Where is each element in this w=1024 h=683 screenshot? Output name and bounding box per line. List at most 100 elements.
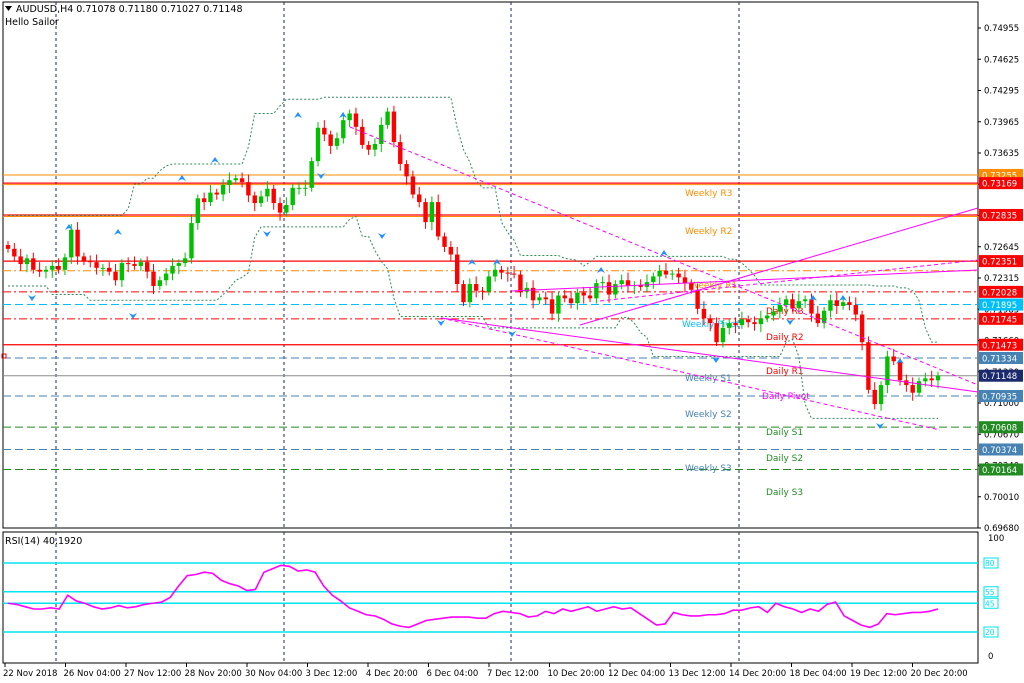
candle-body [37,269,42,272]
fractal-arrow [65,224,73,230]
candle-body [334,138,340,146]
candle-body [486,276,492,292]
price-tag-bg [979,352,1023,365]
candle-body [606,282,612,295]
candle-body [473,284,479,291]
price-tag-bg [979,390,1023,403]
candle-body [670,273,675,275]
fractal-arrow [294,112,302,118]
candle-body [252,195,257,204]
pivot-label: Daily S2 [766,454,803,464]
candle-body [885,356,890,386]
candle-body [537,297,542,301]
main-chart-frame [2,1,979,529]
fractal-arrow [129,313,137,319]
candle-body [12,248,17,257]
candle-body [81,256,87,262]
candle-body [341,120,346,139]
candle-body [144,262,150,272]
price-tag-text: 0.71334 [982,355,1017,365]
candle-body [657,270,662,277]
price-tag-bg [979,443,1023,456]
fractal-arrow [712,357,720,363]
pivot-label: Daily S1 [766,428,803,438]
candle-body [398,142,403,164]
candle-body [5,244,11,249]
candle-body [904,380,909,386]
pivot-label: Weekly R2 [685,227,732,237]
time-axis-label: 12 Dec 04:00 [608,669,665,679]
price-tag-text: 0.71473 [982,341,1017,351]
candle-body [62,257,68,270]
candle-body [151,271,156,286]
time-axis-label: 3 Dec 12:00 [306,669,358,679]
candle-body [815,313,820,324]
candle-body [429,202,435,223]
fractal-arrow [508,331,516,337]
candle-body [328,134,333,146]
candle-body [442,236,447,247]
candle-body [752,322,757,325]
candle-body [50,265,55,270]
candle-body [575,292,580,304]
candle-body [88,261,93,263]
price-axis-label: 0.74625 [984,55,1019,65]
candle-body [783,299,789,306]
candle-body [524,287,529,292]
pivot-label: Weekly S1 [685,374,732,384]
candle-body [562,295,567,299]
fractal-arrow [896,358,904,364]
candle-body [511,273,517,275]
candle-body [100,267,106,269]
price-tag-bg [979,312,1023,325]
candle-body [379,124,384,144]
candle-body [834,300,839,306]
pivot-label: Daily R3 [766,307,804,317]
price-axis-label: 0.70670 [984,430,1019,440]
candle-body [625,280,631,286]
candle-body [746,319,751,323]
fractal-arrow [317,173,325,179]
candle-body [878,385,884,405]
candle-body [372,143,378,150]
price-tag-text: 0.72835 [982,211,1017,221]
candle-body [935,375,941,381]
candle-body [809,299,814,314]
candle-body [75,229,80,257]
candle-body [195,198,200,224]
candle-body [163,273,169,281]
fractal-arrow [493,259,501,265]
candle-body [796,301,802,308]
fractal-arrow [263,231,271,237]
candle-body [872,389,877,405]
candle-body [24,258,30,265]
candle-body [227,180,232,185]
price-axis-label: 0.70010 [984,493,1019,503]
candle-body [404,163,409,177]
price-tag-text: 0.71148 [982,372,1017,382]
trendline [599,259,979,302]
trendline [440,317,941,431]
candle-body [208,192,213,203]
candle-body [138,262,144,266]
candle-body [157,280,163,286]
time-axis-label: 14 Dec 20:00 [729,669,786,679]
price-tag-bg [979,338,1023,351]
candle-body [530,287,536,301]
rsi-level-tag: 20 [985,628,995,637]
candle-body [821,310,827,324]
candle-body [18,256,23,265]
candle-body [600,282,605,284]
candle-body [113,271,118,281]
candle-body [56,265,61,270]
candle-body [663,270,669,275]
fractal-arrow [378,233,386,239]
time-axis-label: 18 Dec 04:00 [790,669,847,679]
candle-body [708,318,713,324]
candle-body [720,327,726,343]
candle-body [518,274,523,292]
price-tag-text: 0.73255 [982,171,1017,181]
price-tag-text: 0.70374 [982,446,1017,456]
trendline [349,126,979,386]
